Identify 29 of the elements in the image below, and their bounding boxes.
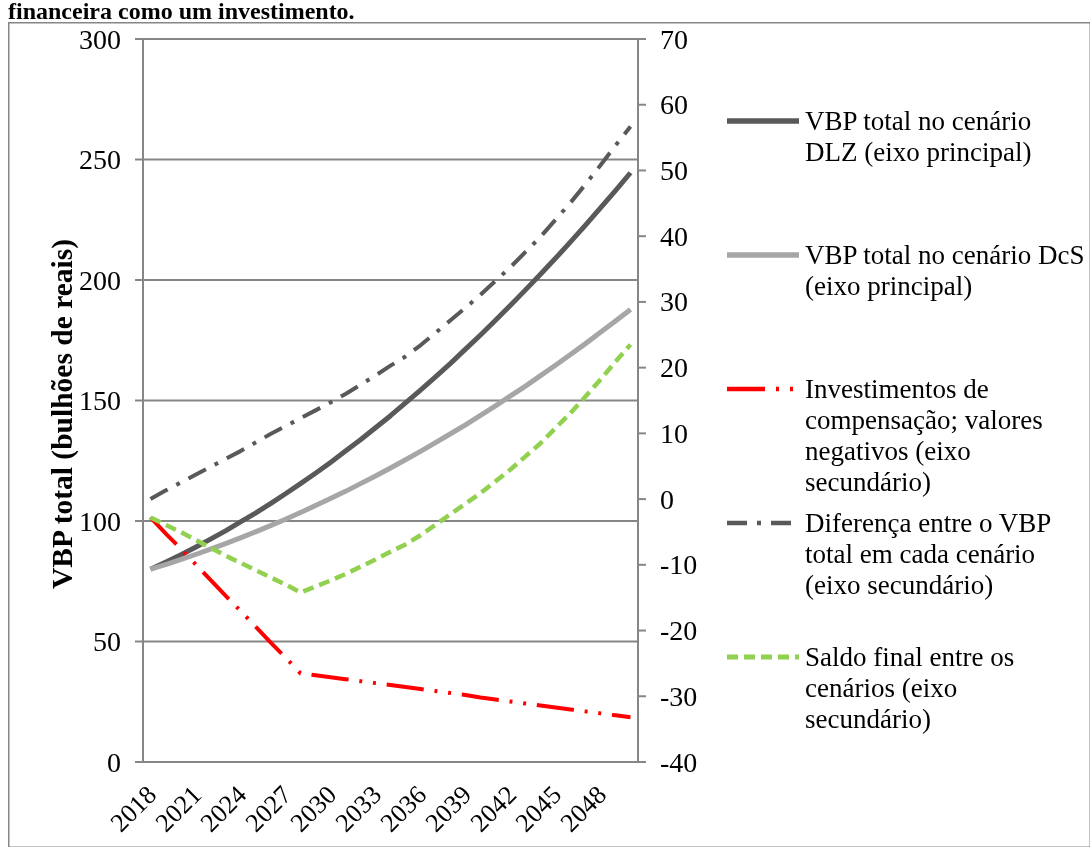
y-tick-label: 150 [79, 385, 121, 416]
y-tick-label: 250 [79, 144, 121, 175]
y-tick-label: 100 [79, 505, 121, 537]
y2-tick-label: 0 [660, 483, 674, 515]
legend-label: VBP total no cenário DLZ (eixo principal) [805, 106, 1032, 167]
legend-label: Saldo final entre os cenários (eixo secundário) [805, 642, 1015, 734]
y-tick-label: 0 [107, 746, 121, 778]
y2-tick-label: 10 [660, 417, 688, 449]
y2-tick-label: 50 [660, 154, 688, 186]
y-axis-title: VBP total (bulhões de reais) [46, 238, 79, 590]
y2-tick-label: 30 [660, 286, 688, 318]
y-tick-label: 200 [79, 264, 121, 296]
legend-label: VBP total no cenário DcS (eixo principal) [805, 240, 1085, 301]
line-series [148, 124, 633, 502]
y2-tick-label: -20 [660, 615, 698, 647]
line-series [148, 342, 633, 595]
legend-label: Investimentos de compensação; valores negativos (eixo secundário) [805, 374, 1043, 497]
y-tick-label: 300 [79, 23, 121, 55]
y2-tick-label: 20 [660, 352, 688, 384]
line-series [148, 515, 633, 720]
y2-tick-label: 70 [660, 23, 688, 55]
y2-tick-label: 60 [660, 89, 688, 121]
y2-tick-label: -10 [660, 549, 698, 581]
chart-title: financeira como um investimento. [8, 0, 355, 24]
y2-tick-label: -30 [660, 680, 698, 712]
y2-tick-label: -40 [660, 746, 698, 778]
y-tick-label: 50 [93, 626, 121, 657]
legend-label: Diferença entre o VBP total em cada cenário (eixo secundário) [805, 508, 1052, 600]
y2-tick-label: 40 [660, 220, 688, 252]
